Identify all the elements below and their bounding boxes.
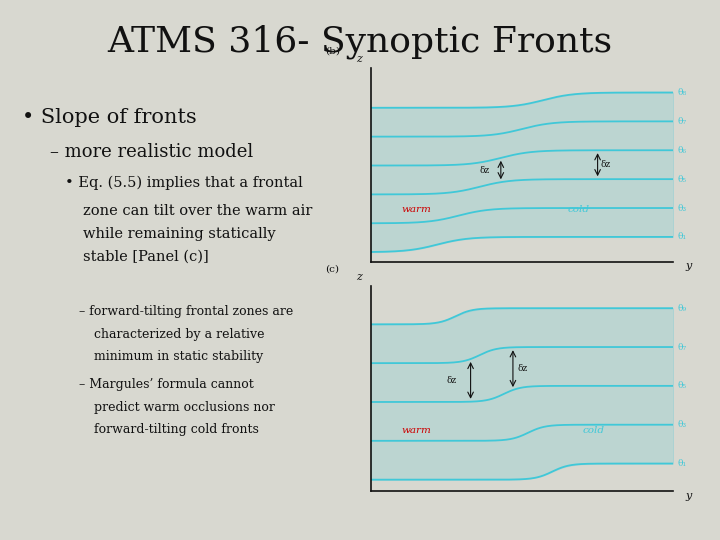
Text: θ₇: θ₇ bbox=[678, 117, 687, 126]
Text: θ₃: θ₃ bbox=[678, 204, 687, 213]
Text: z: z bbox=[356, 272, 361, 282]
Text: θ₃: θ₃ bbox=[678, 420, 687, 429]
Text: zone can tilt over the warm air: zone can tilt over the warm air bbox=[83, 204, 312, 218]
Text: stable [Panel (c)]: stable [Panel (c)] bbox=[83, 250, 209, 264]
Text: • Slope of fronts: • Slope of fronts bbox=[22, 108, 197, 127]
Text: characterized by a relative: characterized by a relative bbox=[94, 328, 264, 341]
Text: ATMS 316- Synoptic Fronts: ATMS 316- Synoptic Fronts bbox=[107, 24, 613, 59]
Text: minimum in static stability: minimum in static stability bbox=[94, 350, 263, 363]
Text: θ₁: θ₁ bbox=[678, 459, 687, 468]
Text: (c): (c) bbox=[325, 265, 339, 274]
Text: θ₁: θ₁ bbox=[678, 232, 687, 241]
Text: cold: cold bbox=[582, 426, 605, 435]
Text: θ₅: θ₅ bbox=[678, 381, 687, 390]
Text: warm: warm bbox=[401, 205, 431, 214]
Text: forward-tilting cold fronts: forward-tilting cold fronts bbox=[94, 423, 258, 436]
Text: δz: δz bbox=[446, 376, 456, 385]
Text: predict warm occlusions nor: predict warm occlusions nor bbox=[94, 401, 274, 414]
Text: (b): (b) bbox=[325, 46, 341, 56]
Text: δz: δz bbox=[480, 166, 490, 174]
Text: cold: cold bbox=[567, 205, 590, 214]
Text: θ₇: θ₇ bbox=[678, 342, 687, 352]
Text: y: y bbox=[685, 491, 691, 501]
Text: δz: δz bbox=[600, 160, 611, 169]
Text: – more realistic model: – more realistic model bbox=[50, 143, 253, 161]
Text: while remaining statically: while remaining statically bbox=[83, 227, 276, 241]
Text: – Margules’ formula cannot: – Margules’ formula cannot bbox=[79, 378, 254, 391]
Text: θ₈: θ₈ bbox=[678, 88, 687, 97]
Text: warm: warm bbox=[401, 426, 431, 435]
Text: z: z bbox=[356, 54, 361, 64]
Text: θ₅: θ₅ bbox=[678, 174, 687, 184]
Text: θ₆: θ₆ bbox=[678, 146, 687, 155]
Text: δz: δz bbox=[518, 364, 528, 373]
Text: y: y bbox=[685, 261, 691, 271]
Text: θ₉: θ₉ bbox=[678, 303, 687, 313]
Text: • Eq. (5.5) implies that a frontal: • Eq. (5.5) implies that a frontal bbox=[65, 176, 302, 190]
Text: – forward-tilting frontal zones are: – forward-tilting frontal zones are bbox=[79, 305, 294, 318]
